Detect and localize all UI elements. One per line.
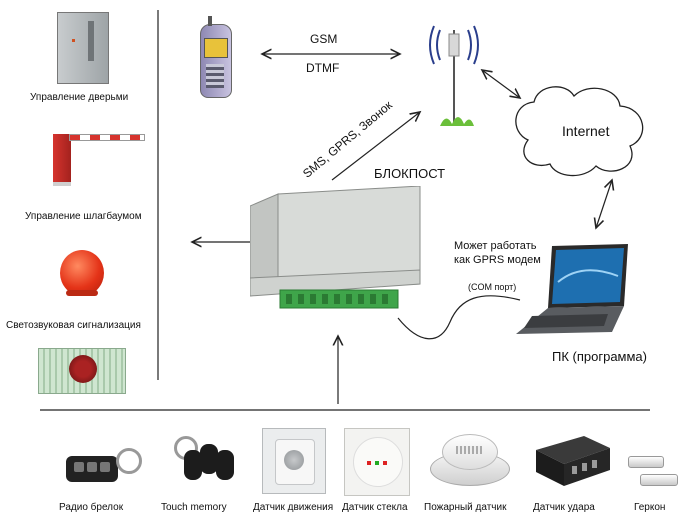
sensor-label-smoke: Пожарный датчик — [424, 502, 507, 513]
sensor-label-touch-memory: Touch memory — [161, 502, 227, 513]
laptop-icon — [512, 242, 632, 338]
strobe-light-icon — [60, 250, 104, 296]
sensor-label-keyfob: Радио брелок — [59, 502, 124, 513]
sensor-label-glass: Датчик стекла — [342, 502, 408, 513]
dtmf-label: DTMF — [306, 61, 340, 75]
pc-label: ПК (программа) — [552, 349, 647, 364]
output-label-barrier: Управление шлагбаумом — [25, 211, 142, 222]
gprs-modem-note-line2: как GPRS модем — [454, 254, 541, 266]
door-control-panel-icon — [57, 12, 109, 84]
internet-pc-arrow — [596, 180, 612, 228]
blokpost-device — [250, 186, 426, 316]
radio-keyfob-icon — [66, 446, 142, 484]
motion-sensor-icon — [262, 428, 326, 494]
touch-memory-key-icon — [170, 432, 240, 488]
gsm-label: GSM — [310, 32, 338, 46]
reed-switch-icon — [626, 454, 682, 488]
siren-box-icon — [38, 348, 126, 394]
sensor-label-reed: Геркон — [634, 502, 666, 513]
internet-label: Internet — [562, 123, 610, 139]
com-port-label: (COM порт) — [468, 282, 517, 292]
antenna-internet-arrow — [482, 70, 520, 98]
sensor-label-shock: Датчик удара — [533, 502, 595, 513]
shock-sensor-icon — [530, 432, 614, 488]
glass-break-sensor-icon — [344, 428, 410, 496]
gprs-modem-note-line1: Может работать — [454, 240, 537, 252]
smoke-detector-icon — [428, 432, 510, 488]
com-cable — [397, 295, 521, 340]
mobile-phone-icon — [196, 16, 236, 98]
device-title: БЛОКПОСТ — [374, 166, 446, 181]
output-label-door: Управление дверьми — [30, 92, 129, 103]
output-label-strobe: Светозвуковая сигнализация — [6, 320, 141, 331]
barrier-gate-icon — [45, 128, 145, 188]
sms-arrow — [331, 112, 420, 181]
sensor-label-motion: Датчик движения — [253, 502, 334, 513]
